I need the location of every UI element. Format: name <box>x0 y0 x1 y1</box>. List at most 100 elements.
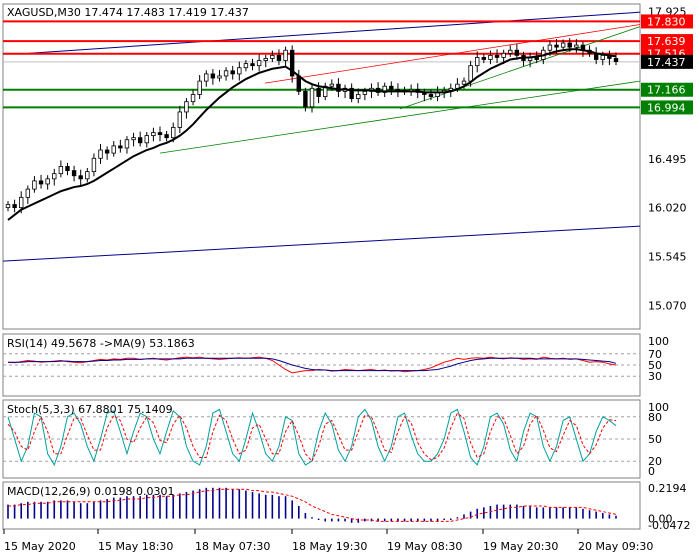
candle-body <box>336 83 341 92</box>
stoch-max-label: 100 <box>648 401 669 414</box>
candle-body <box>171 126 176 139</box>
candle-body <box>19 196 24 209</box>
trendline-red <box>264 24 641 84</box>
candle-body <box>58 166 64 175</box>
macd-min-label: -0.0472 <box>648 519 690 532</box>
current-price-tag <box>641 54 693 69</box>
price-tag-label: 16.994 <box>647 101 686 114</box>
macd-max-label: 0.2194 <box>648 482 687 495</box>
rsi-title: RSI(14) 49.5678 ->MA(9) 53.1863 <box>7 337 195 350</box>
x-tick-label: 18 May 19:30 <box>292 540 367 553</box>
stoch-level-label: 20 <box>648 455 662 468</box>
candle-body <box>137 137 143 144</box>
price-tag <box>641 34 693 49</box>
stoch-main-line <box>7 408 617 467</box>
price-tag-label: 17.166 <box>647 84 686 97</box>
candle-body <box>12 204 17 209</box>
stoch-min-label: 0 <box>648 465 655 478</box>
candle-body <box>283 49 288 61</box>
candle-body <box>184 101 189 113</box>
candle-body <box>78 175 83 180</box>
candle-body <box>177 111 183 128</box>
candle-body <box>514 49 520 56</box>
candle-body <box>560 42 566 48</box>
candle-body <box>210 73 216 79</box>
candle-body <box>118 145 123 149</box>
rsi-level-label: 50 <box>648 359 662 372</box>
candle-body <box>534 57 539 60</box>
candle-body <box>144 135 149 144</box>
price-tag <box>641 100 693 115</box>
candle-body <box>237 67 242 75</box>
candle-body <box>104 149 110 154</box>
rsi-level-label: 70 <box>648 348 662 361</box>
candle-body <box>263 58 268 61</box>
x-tick-label: 19 May 20:30 <box>483 540 558 553</box>
candle-body <box>289 49 295 77</box>
channel-lower-line <box>2 225 641 262</box>
x-tick-label: 20 May 09:30 <box>578 540 653 553</box>
candle-body <box>428 94 434 97</box>
candle-body <box>91 157 97 173</box>
price-tag-label: 17.639 <box>647 35 686 48</box>
candle-body <box>270 54 275 59</box>
candle-body <box>98 149 103 159</box>
candle-body <box>52 173 57 180</box>
main-pane[interactable] <box>2 3 641 330</box>
candle-body <box>32 180 37 190</box>
y-tick-label: 16.495 <box>648 153 687 166</box>
candle-body <box>488 54 493 60</box>
candle-body <box>243 63 249 69</box>
candle-body <box>204 73 209 82</box>
stoch-title: Stoch(5,3,3) 67.8801 75.1409 <box>7 403 173 416</box>
trendline-green-short <box>399 26 641 110</box>
candle-body <box>389 85 394 90</box>
candle-body <box>5 204 11 209</box>
candle-body <box>481 57 487 60</box>
candle-body <box>85 171 90 180</box>
candle-body <box>323 85 328 97</box>
candle-body <box>303 90 308 108</box>
candle-body <box>151 132 156 137</box>
candle-body <box>574 44 579 48</box>
candle-body <box>316 87 321 97</box>
candle-body <box>475 57 480 67</box>
candle-body <box>197 80 202 95</box>
candle-body <box>468 65 473 82</box>
candle-body <box>461 80 467 85</box>
stoch-level-label: 50 <box>648 433 662 446</box>
candle-body <box>329 83 335 87</box>
rsi-max-label: 100 <box>648 335 669 348</box>
candle-body <box>25 188 31 198</box>
candle-body <box>164 134 169 139</box>
main-title: XAGUSD,M30 17.474 17.483 17.419 17.437 <box>7 6 249 19</box>
trendline-green-long <box>159 80 641 154</box>
candle-body <box>494 54 500 58</box>
y-tick-label: 15.545 <box>648 251 687 264</box>
rsi-ma-line <box>8 357 617 372</box>
candle-body <box>111 145 116 154</box>
candle-body <box>223 70 229 77</box>
candle-body <box>157 132 163 135</box>
rsi-level-label: 30 <box>648 370 662 383</box>
x-tick-label: 18 May 07:30 <box>195 540 270 553</box>
moving-average-line <box>7 48 617 221</box>
stoch-level-label: 80 <box>648 411 662 424</box>
candle-body <box>309 87 315 108</box>
macd-signal-line <box>8 488 617 522</box>
candle-body <box>600 54 605 60</box>
y-tick-label: 15.070 <box>648 299 687 312</box>
macd-title: MACD(12,26,9) 0.0198 0.0301 <box>7 485 175 498</box>
candle-body <box>362 90 368 95</box>
candle-body <box>65 166 70 172</box>
price-tag <box>641 14 693 29</box>
candle-body <box>190 94 196 103</box>
candle-body <box>71 170 77 177</box>
candle-body <box>296 75 301 92</box>
candle-body <box>501 52 506 58</box>
candle-body <box>217 75 222 79</box>
x-tick-label: 19 May 08:30 <box>387 540 462 553</box>
candle-body <box>613 58 619 62</box>
candle-body <box>356 94 361 99</box>
